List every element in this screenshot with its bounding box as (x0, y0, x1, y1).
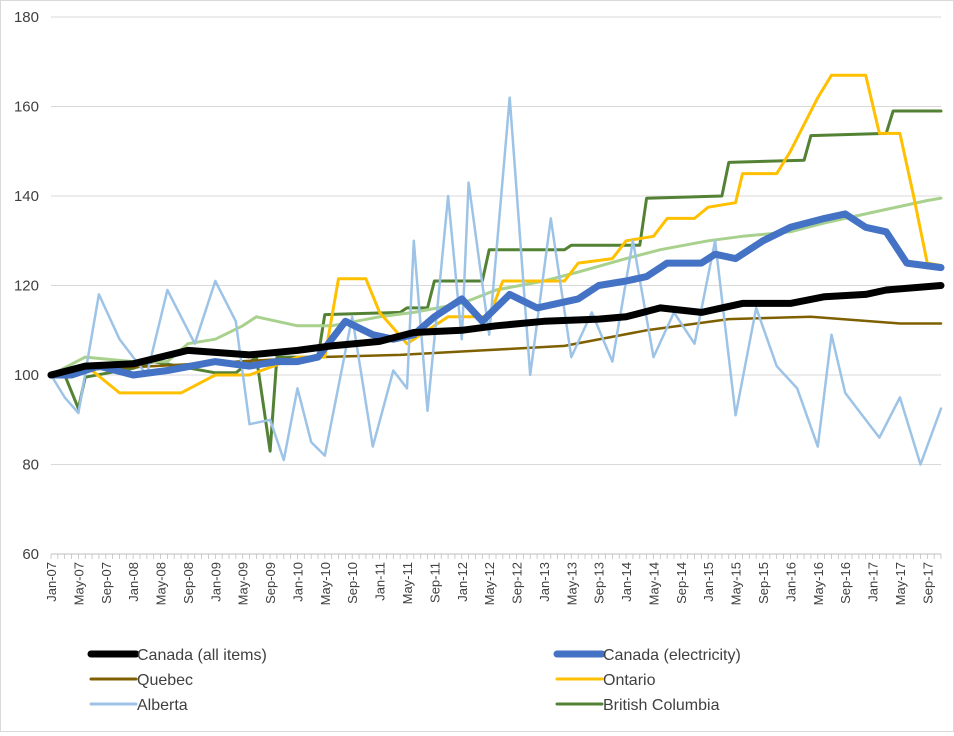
x-tick-label: Sep-07 (99, 562, 114, 604)
x-tick-label: Jan-17 (866, 562, 881, 602)
series-line-quebec (49, 315, 943, 377)
x-tick-label: Sep-15 (756, 562, 771, 604)
x-tick-label: Sep-13 (592, 562, 607, 604)
series-line-canada-all-items (47, 282, 945, 379)
y-tick-label: 180 (14, 9, 39, 26)
x-tick-label: Sep-16 (838, 562, 853, 604)
x-tick-label: May-07 (71, 562, 86, 605)
y-tick-label: 140 (14, 188, 39, 205)
x-tick-label: Sep-09 (263, 562, 278, 604)
x-tick-label: Jan-11 (373, 562, 388, 601)
x-tick-label: Jan-09 (208, 562, 223, 602)
legend-label: Alberta (137, 697, 188, 714)
x-tick-label: Sep-11 (427, 562, 442, 603)
y-tick-label: 80 (22, 457, 39, 474)
x-tick-label: Jan-15 (701, 562, 716, 602)
legend: Canada (all items) Canada (electricity) Qu… (87, 647, 741, 714)
x-tick-label: May-17 (893, 562, 908, 605)
x-tick-label: Jan-08 (126, 562, 141, 602)
y-tick-label: 160 (14, 99, 39, 116)
series-lines (47, 73, 945, 466)
gridlines (51, 16, 941, 465)
x-tick-label: Jan-16 (783, 562, 798, 602)
x-tick-label: May-16 (811, 562, 826, 605)
legend-label: British Columbia (603, 697, 720, 714)
x-tick-label: May-14 (646, 562, 661, 605)
series-line-british-columbia (49, 109, 943, 453)
series-line-alberta (49, 96, 943, 466)
x-tick-label: May-11 (400, 562, 415, 604)
series-line-unlabeled (49, 196, 943, 377)
x-tick-label: Sep-08 (181, 562, 196, 604)
x-tick-label: Jan-13 (537, 562, 552, 602)
x-tick-label: May-15 (729, 562, 744, 605)
x-tick-label: Sep-14 (674, 562, 689, 604)
x-axis: Jan-07 May-07 Sep-07 Jan-08 May-08 Sep-08 Jan-… (44, 553, 942, 605)
legend-label: Canada (electricity) (603, 647, 741, 664)
x-tick-label: Sep-10 (345, 562, 360, 604)
x-tick-label: Jan-07 (44, 562, 59, 602)
x-tick-label: May-12 (482, 562, 497, 605)
x-tick-label: Sep-17 (920, 562, 935, 604)
x-tick-label: May-09 (236, 562, 251, 605)
x-tick-label: Jan-14 (619, 562, 634, 602)
y-axis: 60 80 100 120 140 160 180 (14, 9, 39, 563)
x-tick-label: Sep-12 (510, 562, 525, 604)
legend-label: Ontario (603, 672, 656, 689)
y-tick-label: 60 (22, 546, 39, 563)
x-tick-label: May-13 (564, 562, 579, 605)
legend-label: Canada (all items) (137, 647, 267, 664)
x-tick-label: Jan-10 (290, 562, 305, 602)
x-tick-label: May-10 (318, 562, 333, 605)
y-tick-label: 100 (14, 367, 39, 384)
x-tick-label: Jan-12 (455, 562, 470, 602)
x-tick-label: May-08 (154, 562, 169, 605)
legend-label: Quebec (137, 672, 193, 689)
y-tick-label: 120 (14, 278, 39, 295)
series-line-canada-electricity (47, 210, 945, 379)
